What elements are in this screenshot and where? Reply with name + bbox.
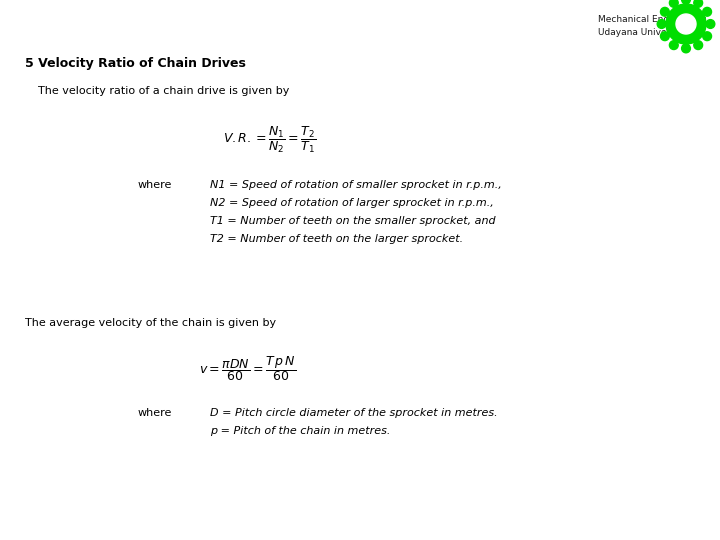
Text: where: where (138, 180, 172, 190)
Circle shape (670, 40, 678, 50)
Circle shape (694, 0, 703, 7)
Text: T2 = Number of teeth on the larger sprocket.: T2 = Number of teeth on the larger sproc… (210, 234, 463, 244)
Circle shape (694, 40, 703, 50)
Text: D = Pitch circle diameter of the sprocket in metres.: D = Pitch circle diameter of the sprocke… (210, 408, 498, 418)
Circle shape (660, 32, 670, 40)
Circle shape (660, 8, 670, 16)
Text: Udayana University: Udayana University (598, 28, 687, 37)
Circle shape (703, 32, 711, 40)
Circle shape (670, 0, 678, 7)
Circle shape (676, 14, 696, 34)
Text: T1 = Number of teeth on the smaller sprocket, and: T1 = Number of teeth on the smaller spro… (210, 216, 495, 226)
Circle shape (682, 44, 690, 53)
Circle shape (703, 8, 711, 16)
Text: $V.R. = \dfrac{N_1}{N_2} = \dfrac{T_2}{T_1}$: $V.R. = \dfrac{N_1}{N_2} = \dfrac{T_2}{T… (223, 125, 317, 155)
Text: p = Pitch of the chain in metres.: p = Pitch of the chain in metres. (210, 426, 390, 436)
Circle shape (666, 4, 706, 44)
Text: The average velocity of the chain is given by: The average velocity of the chain is giv… (25, 318, 276, 328)
Circle shape (657, 19, 666, 29)
Text: N2 = Speed of rotation of larger sprocket in r.p.m.,: N2 = Speed of rotation of larger sprocke… (210, 198, 494, 208)
Text: N1 = Speed of rotation of smaller sprocket in r.p.m.,: N1 = Speed of rotation of smaller sprock… (210, 180, 502, 190)
Circle shape (682, 0, 690, 4)
Text: Mechanical Engineering: Mechanical Engineering (598, 15, 706, 24)
Text: where: where (138, 408, 172, 418)
Circle shape (683, 22, 688, 26)
Text: The velocity ratio of a chain drive is given by: The velocity ratio of a chain drive is g… (38, 86, 289, 96)
Text: $v = \dfrac{\pi D N}{60} = \dfrac{T\,p\,N}{60}$: $v = \dfrac{\pi D N}{60} = \dfrac{T\,p\,… (199, 354, 297, 383)
Circle shape (706, 19, 715, 29)
Text: 5 Velocity Ratio of Chain Drives: 5 Velocity Ratio of Chain Drives (25, 57, 246, 70)
